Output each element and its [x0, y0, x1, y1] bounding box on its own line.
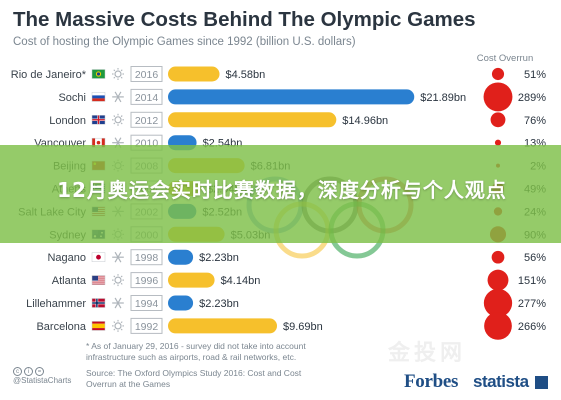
overrun-circle: [483, 288, 513, 318]
city-label: Atlanta: [52, 275, 87, 287]
year-box: [130, 66, 163, 82]
flag-japan-icon: [91, 252, 106, 262]
forbes-logo: Forbes: [404, 371, 459, 392]
cost-bar: [168, 318, 278, 334]
overrun-value-label: 289%: [518, 92, 546, 104]
sun-ray: [113, 115, 116, 118]
sun-ray: [120, 321, 123, 324]
statista-logo: statista: [473, 372, 529, 391]
nd-icon: =: [35, 367, 44, 376]
sun-ray: [120, 115, 123, 118]
overrun-circle: [494, 139, 502, 146]
flag-russia-icon: [91, 92, 106, 102]
sun-icon: [114, 70, 122, 78]
overrun-circle: [483, 82, 513, 112]
city-label: London: [49, 115, 86, 127]
city-label: Rio de Janeiro*: [11, 69, 87, 81]
overrun-circle: [484, 312, 512, 340]
headline-banner-text: 12月奥运会实时比赛数据，深度分析与个人观点: [57, 178, 507, 202]
cost-bar: [168, 112, 337, 128]
cost-overrun-header: Cost Overrun: [476, 53, 534, 64]
overrun-value-label: 76%: [524, 115, 546, 127]
sun-icon: [114, 322, 122, 330]
overrun-value-label: 266%: [518, 321, 546, 333]
watermark: 金投网: [388, 341, 467, 366]
cost-bar: [168, 66, 220, 82]
cost-bar: [168, 249, 194, 265]
overrun-circle: [487, 269, 509, 291]
license-block: c i = @StatistaCharts: [13, 367, 71, 386]
year-box: [130, 111, 163, 128]
flag-brazil-icon: [91, 69, 106, 79]
headline-banner: [0, 145, 561, 243]
flag-usa-icon: [91, 275, 106, 285]
year-box: [130, 317, 163, 334]
overrun-circle: [491, 67, 505, 81]
year-label: 1998: [135, 252, 159, 264]
year-label: 1994: [135, 298, 159, 310]
sun-icon: [114, 116, 122, 124]
chart-subtitle: Cost of hosting the Olympic Games since …: [13, 36, 356, 48]
snowflake-icon: [114, 91, 122, 103]
year-label: 2012: [135, 115, 159, 127]
cost-value-label: $2.23bn: [199, 252, 239, 264]
sun-ray: [113, 321, 116, 324]
sun-ray: [120, 282, 123, 285]
city-label: Sochi: [58, 92, 86, 104]
sun-ray: [113, 122, 116, 125]
flag-spain-icon: [91, 321, 106, 331]
sun-ray: [120, 122, 123, 125]
statista-logo-icon: [535, 376, 548, 389]
sun-ray: [113, 275, 116, 278]
cost-value-label: $2.23bn: [199, 298, 239, 310]
cost-bar: [168, 272, 215, 288]
sun-ray: [120, 69, 123, 72]
city-label: Barcelona: [36, 321, 86, 333]
city-label: Lillehammer: [26, 298, 86, 310]
cost-bar: [168, 89, 415, 105]
sun-ray: [113, 328, 116, 331]
year-box: [130, 272, 163, 289]
cost-value-label: $21.89bn: [420, 92, 466, 104]
flag-uk-icon: [91, 115, 106, 125]
cost-value-label: $9.69bn: [283, 321, 323, 333]
snowflake-icon: [114, 251, 122, 263]
sun-ray: [120, 328, 123, 331]
year-label: 2014: [135, 92, 159, 104]
sun-ray: [113, 76, 116, 79]
cc-icon: c: [13, 367, 22, 376]
statista-handle: @StatistaCharts: [13, 376, 72, 385]
cost-value-label: $14.96bn: [342, 115, 388, 127]
city-label: Nagano: [47, 252, 86, 264]
overrun-circle: [490, 112, 506, 128]
overrun-circle: [491, 250, 505, 264]
chart-title: The Massive Costs Behind The Olympic Gam…: [13, 8, 476, 31]
year-label: 1992: [135, 321, 159, 333]
sun-ray: [120, 275, 123, 278]
cost-bar: [168, 295, 194, 311]
year-label: 2016: [135, 69, 159, 81]
overrun-value-label: 151%: [518, 275, 546, 287]
year-box: [130, 88, 163, 105]
footnote: * As of January 29, 2016 - survey did no…: [86, 341, 306, 362]
sun-icon: [114, 276, 122, 284]
overrun-value-label: 56%: [524, 252, 546, 264]
overrun-value-label: 277%: [518, 298, 546, 310]
snowflake-icon: [114, 297, 122, 309]
flag-norway-icon: [91, 298, 106, 308]
sun-ray: [113, 69, 116, 72]
year-label: 1996: [135, 275, 159, 287]
cost-value-label: $4.14bn: [221, 275, 261, 287]
by-icon: i: [24, 367, 33, 376]
year-box: [130, 249, 163, 266]
overrun-value-label: 51%: [524, 69, 546, 81]
sun-ray: [120, 76, 123, 79]
source-note: Source: The Oxford Olympics Study 2016: …: [86, 368, 302, 389]
year-box: [130, 295, 163, 311]
cost-value-label: $4.58bn: [226, 69, 266, 81]
sun-ray: [113, 282, 116, 285]
